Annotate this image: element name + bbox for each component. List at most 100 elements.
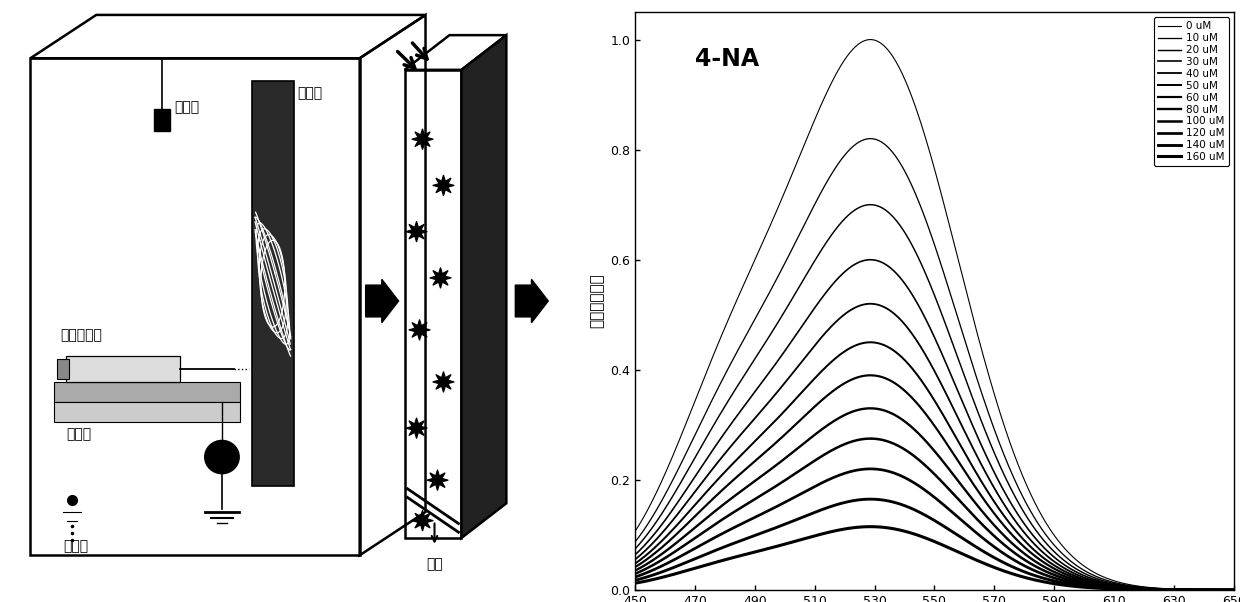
140 uM [1028,573,1043,580]
Text: 注射泵: 注射泵 [66,427,92,441]
Text: 4-NA: 4-NA [694,47,759,70]
60 uM [863,371,878,379]
Text: 收集板: 收集板 [296,86,322,100]
160 uM [982,562,997,569]
60 uM [627,563,642,571]
30 uM [1080,573,1095,580]
50 uM [1080,577,1095,584]
140 uM [982,551,997,558]
20 uM [1080,571,1095,578]
Polygon shape [405,418,428,438]
30 uM [982,458,997,465]
60 uM [899,389,914,396]
80 uM [1226,586,1240,594]
FancyArrow shape [366,279,398,323]
80 uM [863,405,878,412]
160 uM [1028,577,1043,584]
Polygon shape [433,371,454,393]
Line: 120 uM: 120 uM [635,469,1234,590]
40 uM [863,300,878,308]
FancyBboxPatch shape [57,359,69,379]
80 uM [899,420,914,427]
100 uM [1080,580,1095,588]
Line: 140 uM: 140 uM [635,499,1234,590]
160 uM [734,552,749,559]
120 uM [627,574,642,581]
0 uM [863,36,878,43]
80 uM [627,567,642,574]
80 uM [1028,558,1043,565]
140 uM [781,519,796,526]
0 uM [899,81,914,88]
10 uM [1028,517,1043,524]
Line: 80 uM: 80 uM [635,408,1234,590]
100 uM [781,474,796,481]
Polygon shape [409,320,430,340]
100 uM [627,570,642,577]
160 uM [1226,586,1240,594]
10 uM [899,172,914,179]
40 uM [1080,575,1095,582]
Polygon shape [430,267,451,288]
Polygon shape [412,129,433,149]
140 uM [899,503,914,510]
Y-axis label: 相对荧光强度: 相对荧光强度 [590,274,605,328]
80 uM [781,452,796,459]
40 uM [982,475,997,482]
Text: 样品: 样品 [427,557,443,571]
60 uM [982,503,997,510]
0 uM [734,287,749,294]
Polygon shape [405,222,428,242]
10 uM [627,538,642,545]
80 uM [734,488,749,495]
100 uM [982,527,997,535]
0 uM [1226,586,1240,594]
30 uM [781,341,796,349]
Line: 20 uM: 20 uM [635,205,1234,590]
FancyBboxPatch shape [55,382,239,402]
120 uM [1028,568,1043,575]
20 uM [734,377,749,384]
Line: 100 uM: 100 uM [635,439,1234,590]
10 uM [1226,586,1240,594]
Polygon shape [412,510,433,531]
20 uM [1028,527,1043,534]
100 uM [1028,563,1043,570]
50 uM [627,560,642,567]
0 uM [982,372,997,379]
40 uM [899,323,914,330]
Line: 40 uM: 40 uM [635,304,1234,590]
Circle shape [205,439,239,474]
140 uM [734,537,749,544]
40 uM [781,374,796,381]
140 uM [1080,583,1095,590]
FancyArrow shape [516,279,548,323]
Line: 60 uM: 60 uM [635,375,1234,590]
120 uM [863,465,878,473]
Line: 30 uM: 30 uM [635,259,1234,590]
Legend: 0 uM, 10 uM, 20 uM, 30 uM, 40 uM, 50 uM, 60 uM, 80 uM, 100 uM, 120 uM, 140 uM, 1: 0 uM, 10 uM, 20 uM, 30 uM, 40 uM, 50 uM,… [1153,17,1229,166]
10 uM [781,252,796,259]
60 uM [781,427,796,434]
160 uM [627,580,642,587]
120 uM [899,475,914,482]
Polygon shape [433,175,454,196]
60 uM [734,470,749,477]
Line: 0 uM: 0 uM [635,40,1234,590]
Polygon shape [461,35,506,538]
40 uM [1226,586,1240,594]
120 uM [982,539,997,547]
30 uM [1028,535,1043,542]
50 uM [1226,586,1240,594]
40 uM [734,430,749,438]
80 uM [1080,579,1095,586]
100 uM [1226,586,1240,594]
20 uM [627,545,642,553]
Line: 160 uM: 160 uM [635,527,1234,590]
Text: 除湿器: 除湿器 [63,539,88,554]
120 uM [1226,586,1240,594]
10 uM [863,135,878,142]
30 uM [734,407,749,414]
50 uM [1028,548,1043,555]
120 uM [1080,582,1095,589]
